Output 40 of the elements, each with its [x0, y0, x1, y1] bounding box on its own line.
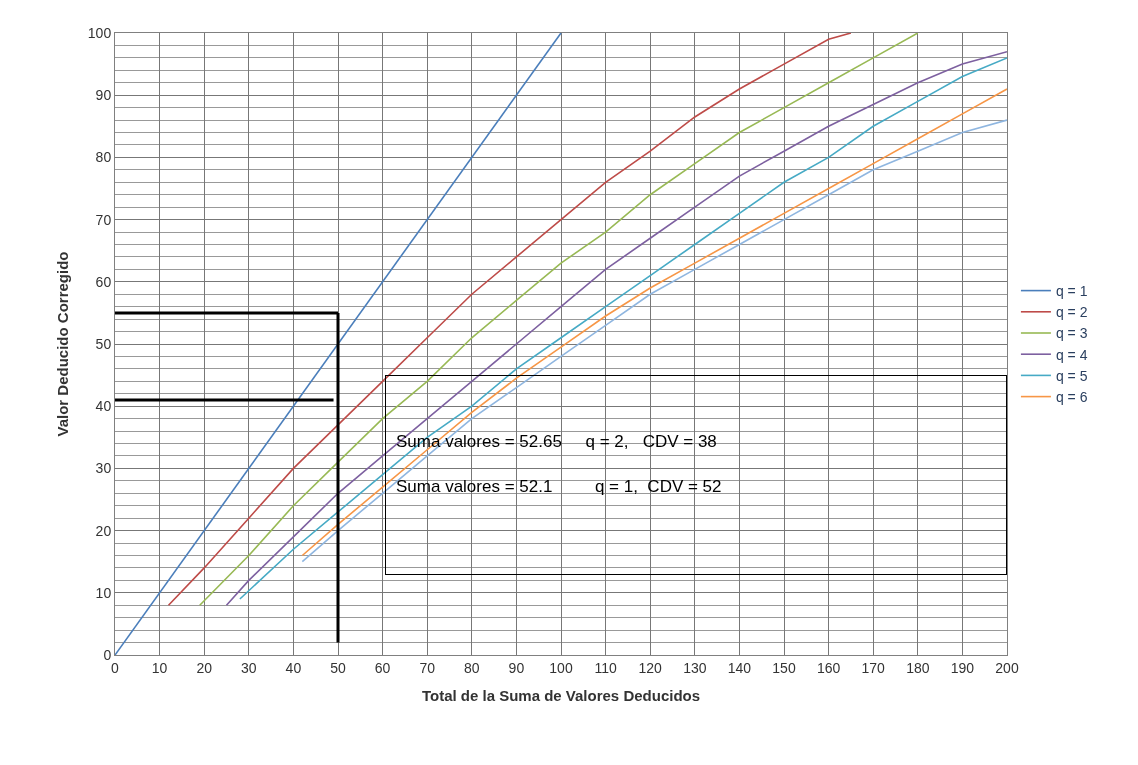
y-axis-title: Valor Deducido Corregido: [54, 251, 72, 437]
x-tick-label: 140: [727, 659, 752, 676]
x-tick-label: 120: [638, 659, 663, 676]
x-tick-label: 80: [464, 659, 480, 676]
x-tick-label: 110: [594, 659, 617, 676]
legend-label: q = 5: [1055, 367, 1088, 384]
x-tick-label: 150: [772, 659, 796, 676]
x-tick-label: 90: [508, 659, 525, 676]
legend-label: q = 6: [1055, 389, 1088, 406]
y-tick-label: 70: [95, 211, 112, 228]
x-tick-label: 180: [906, 659, 930, 676]
x-tick-label: 40: [285, 659, 302, 676]
x-tick-label: 30: [241, 659, 257, 676]
x-tick-label: 50: [330, 659, 346, 676]
legend-label: q = 3: [1055, 325, 1088, 342]
x-tick-label: 200: [995, 659, 1019, 676]
y-tick-label: 100: [87, 24, 112, 41]
x-tick-label: 170: [861, 659, 886, 676]
y-tick-label: 50: [95, 335, 112, 352]
x-tick-label: 60: [374, 659, 391, 676]
legend-label: q = 1: [1055, 283, 1088, 300]
y-tick-label: 20: [95, 522, 112, 539]
x-tick-label: 70: [419, 659, 436, 676]
y-tick-label: 30: [95, 460, 112, 477]
x-tick-label: 100: [549, 659, 573, 676]
x-tick-label: 10: [151, 659, 168, 676]
y-tick-label: 10: [95, 584, 112, 601]
legend-label: q = 4: [1055, 346, 1088, 363]
legend-label: q = 2: [1055, 304, 1088, 321]
y-tick-label: 80: [95, 149, 112, 166]
annotation: Suma valores = 52.1 q = 1, CDV = 52: [396, 476, 722, 496]
x-tick-label: 190: [950, 659, 975, 676]
y-tick-label: 90: [95, 87, 112, 104]
y-tick-label: 60: [95, 273, 112, 290]
x-tick-label: 130: [683, 659, 707, 676]
y-tick-label: 40: [95, 398, 112, 415]
y-tick-label: 0: [103, 646, 112, 663]
x-tick-label: 160: [816, 659, 841, 676]
x-tick-label: 20: [196, 659, 213, 676]
x-axis-title: Total de la Suma de Valores Deducidos: [421, 686, 701, 704]
